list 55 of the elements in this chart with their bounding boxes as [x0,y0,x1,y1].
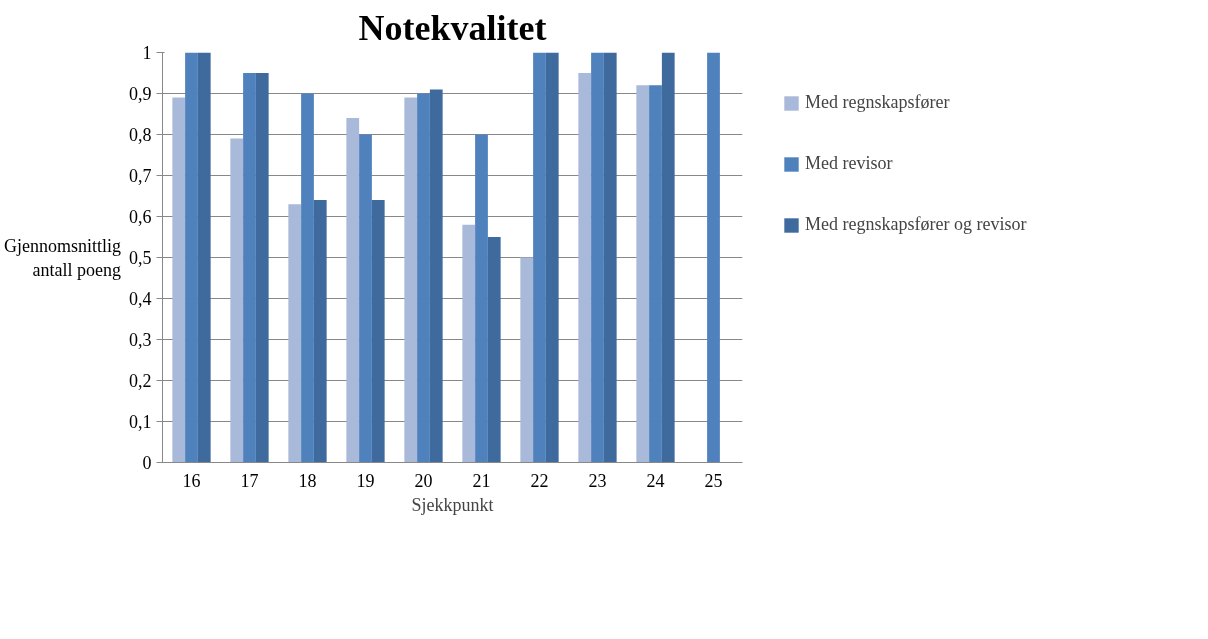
bar [591,52,604,463]
x-tick-label: 21 [472,470,491,491]
bar [649,85,662,463]
bar [636,85,650,463]
bar [603,52,617,463]
x-axis-title: Sjekkpunkt [411,494,494,515]
bar [533,52,546,463]
bar [243,73,256,463]
bar [255,73,269,463]
y-tick-label: 0,2 [129,371,152,391]
bar [230,138,244,463]
y-tick-label: 0,3 [129,330,152,350]
x-tick-label: 16 [182,470,201,491]
bar [371,200,385,463]
y-tick-label: 0,8 [129,125,152,145]
bar [185,52,198,463]
bar [520,257,534,463]
bar [661,52,675,463]
x-tick-label: 17 [240,470,259,491]
y-tick-label: 0,6 [129,207,152,227]
bar [417,93,430,463]
x-tick-label: 25 [704,470,723,491]
chart-title: Notekvalitet [358,7,547,48]
y-axis-title: Gjennomsnittlig antall poeng [4,235,122,280]
x-tick-label: 22 [530,470,549,491]
y-tick-label: 0,5 [129,248,152,268]
bar [578,73,592,463]
bar [475,134,488,463]
legend-label: Med regnskapsfører [805,92,950,113]
legend-label: Med regnskapsfører og revisor [805,214,1027,235]
y-tick-label: 1 [142,43,152,63]
x-tick-label: 18 [298,470,317,491]
x-tick-label: 23 [588,470,607,491]
bar [301,93,314,463]
x-tick-label: 20 [414,470,433,491]
x-tick-label: 24 [646,470,665,491]
y-tick-label: 0,1 [129,412,152,432]
bar [313,200,327,463]
y-tick-label: 0,9 [129,84,152,104]
y-tick-label: 0,4 [129,289,152,309]
bar [545,52,559,463]
bar [359,134,372,463]
bar [288,204,302,463]
bar [429,89,443,463]
y-tick-label: 0 [142,453,152,473]
bar [487,237,501,463]
x-tick-label: 19 [356,470,375,491]
bar [404,97,418,463]
y-tick-label: 0,7 [129,166,152,186]
bar [172,97,186,463]
bar [462,224,476,463]
legend-label: Med revisor [805,153,893,174]
bar [197,52,211,463]
bar [707,52,720,463]
bar [346,118,360,463]
